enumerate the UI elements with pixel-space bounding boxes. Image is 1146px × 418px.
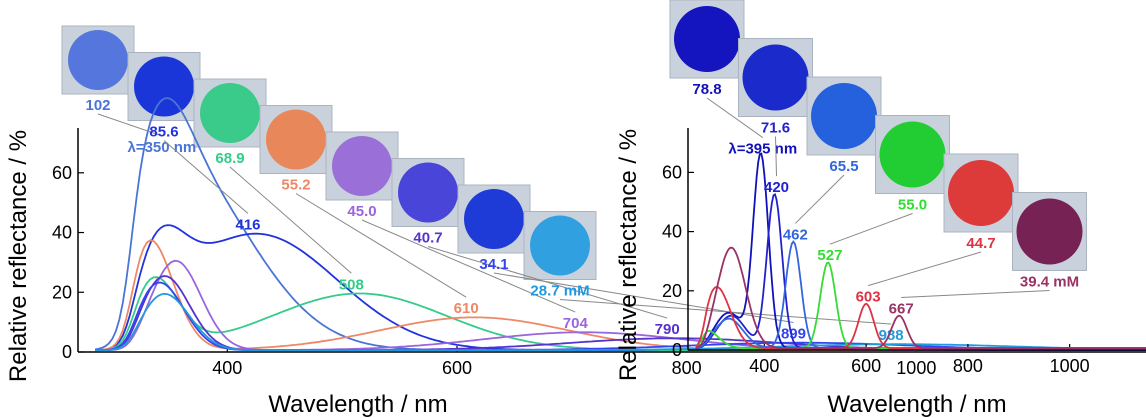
y-tick-label: 40 <box>52 223 72 243</box>
peak-label: 790 <box>655 321 680 338</box>
concentration-label: 28.7 mM <box>530 283 589 300</box>
concentration-label: 71.6 <box>761 120 790 137</box>
leader-line <box>163 140 249 214</box>
peak-label: 610 <box>454 300 479 317</box>
peak-label: 704 <box>563 315 589 332</box>
y-tick-label: 0 <box>672 340 682 360</box>
sample-disc-icon <box>879 121 946 188</box>
peak-label: 420 <box>764 179 789 196</box>
x-axis-title: Wavelength / nm <box>827 391 1006 418</box>
x-tick-label: 800 <box>672 358 702 378</box>
peak-label: λ=395 nm <box>728 141 797 158</box>
leader-line <box>295 193 467 298</box>
leader-line <box>794 174 845 224</box>
y-tick-label: 20 <box>662 281 682 301</box>
leader-line <box>775 136 778 177</box>
sample-disc-icon <box>68 30 128 90</box>
y-tick-label: 20 <box>52 282 72 302</box>
peak-label: 508 <box>339 276 364 293</box>
series-line <box>95 292 1146 352</box>
peak-label: 899 <box>781 326 806 343</box>
sample-disc-icon <box>530 215 590 276</box>
x-tick-label: 600 <box>442 358 472 378</box>
sample-disc-icon <box>332 136 392 196</box>
x-tick-label: 600 <box>851 356 881 376</box>
y-tick-label: 60 <box>52 163 72 183</box>
leader-line <box>901 290 1050 298</box>
sample-disc-icon <box>674 6 740 72</box>
sample-disc-icon <box>200 83 260 143</box>
concentration-label: 78.8 <box>692 81 721 98</box>
y-axis-title: Relative reflectance / % <box>615 129 642 381</box>
sample-disc-icon <box>266 109 326 170</box>
concentration-label: 85.6 <box>149 124 178 141</box>
y-tick-label: 0 <box>62 342 72 362</box>
peak-label: 462 <box>783 226 808 243</box>
sample-disc-icon <box>134 56 194 117</box>
concentration-label: 44.7 <box>966 235 995 252</box>
x-axis-title: Wavelength / nm <box>268 391 447 418</box>
concentration-label: 40.7 <box>413 230 442 247</box>
y-tick-label: 40 <box>662 222 682 242</box>
peak-label: 527 <box>817 247 842 264</box>
x-tick-label: 400 <box>212 358 242 378</box>
sample-disc-icon <box>811 83 877 149</box>
sample-disc-icon <box>948 160 1014 226</box>
leader-line <box>229 166 352 274</box>
y-axis-title: Relative reflectance / % <box>5 130 32 382</box>
x-tick-label: 800 <box>953 356 983 376</box>
peak-label: 416 <box>235 217 260 234</box>
chart-right: 400 600 800 1000 0 20 40 60 Wavelength / nm Relat… <box>615 0 1146 418</box>
sample-disc-icon <box>398 162 458 223</box>
leader-line <box>559 299 892 325</box>
x-tick-label: 1000 <box>1050 356 1090 376</box>
series-line <box>695 246 1146 350</box>
x-tick-label: 1000 <box>896 358 936 378</box>
x-tick-label: 400 <box>749 356 779 376</box>
peak-label: 603 <box>856 289 881 306</box>
peak-label: λ=350 nm <box>127 139 196 156</box>
leader-line <box>867 251 982 287</box>
leader-line <box>361 219 576 313</box>
concentration-label: 39.4 mM <box>1020 274 1079 291</box>
concentration-label: 55.2 <box>281 177 310 194</box>
concentration-label: 45.0 <box>347 203 376 220</box>
concentration-label: 34.1 <box>479 256 508 273</box>
concentration-label: 102 <box>85 97 110 114</box>
sample-disc-icon <box>742 44 809 111</box>
leader-line <box>706 97 764 139</box>
y-tick-label: 60 <box>662 162 682 182</box>
peak-label: 988 <box>879 327 904 344</box>
leader-line <box>829 213 913 245</box>
concentration-label: 68.9 <box>215 150 244 167</box>
concentration-label: 65.5 <box>829 158 858 175</box>
sample-disc-icon <box>464 189 524 249</box>
sample-disc-icon <box>1016 198 1083 265</box>
peak-label: 667 <box>889 300 914 317</box>
concentration-label: 55.0 <box>898 197 927 214</box>
leader-line <box>97 113 163 137</box>
